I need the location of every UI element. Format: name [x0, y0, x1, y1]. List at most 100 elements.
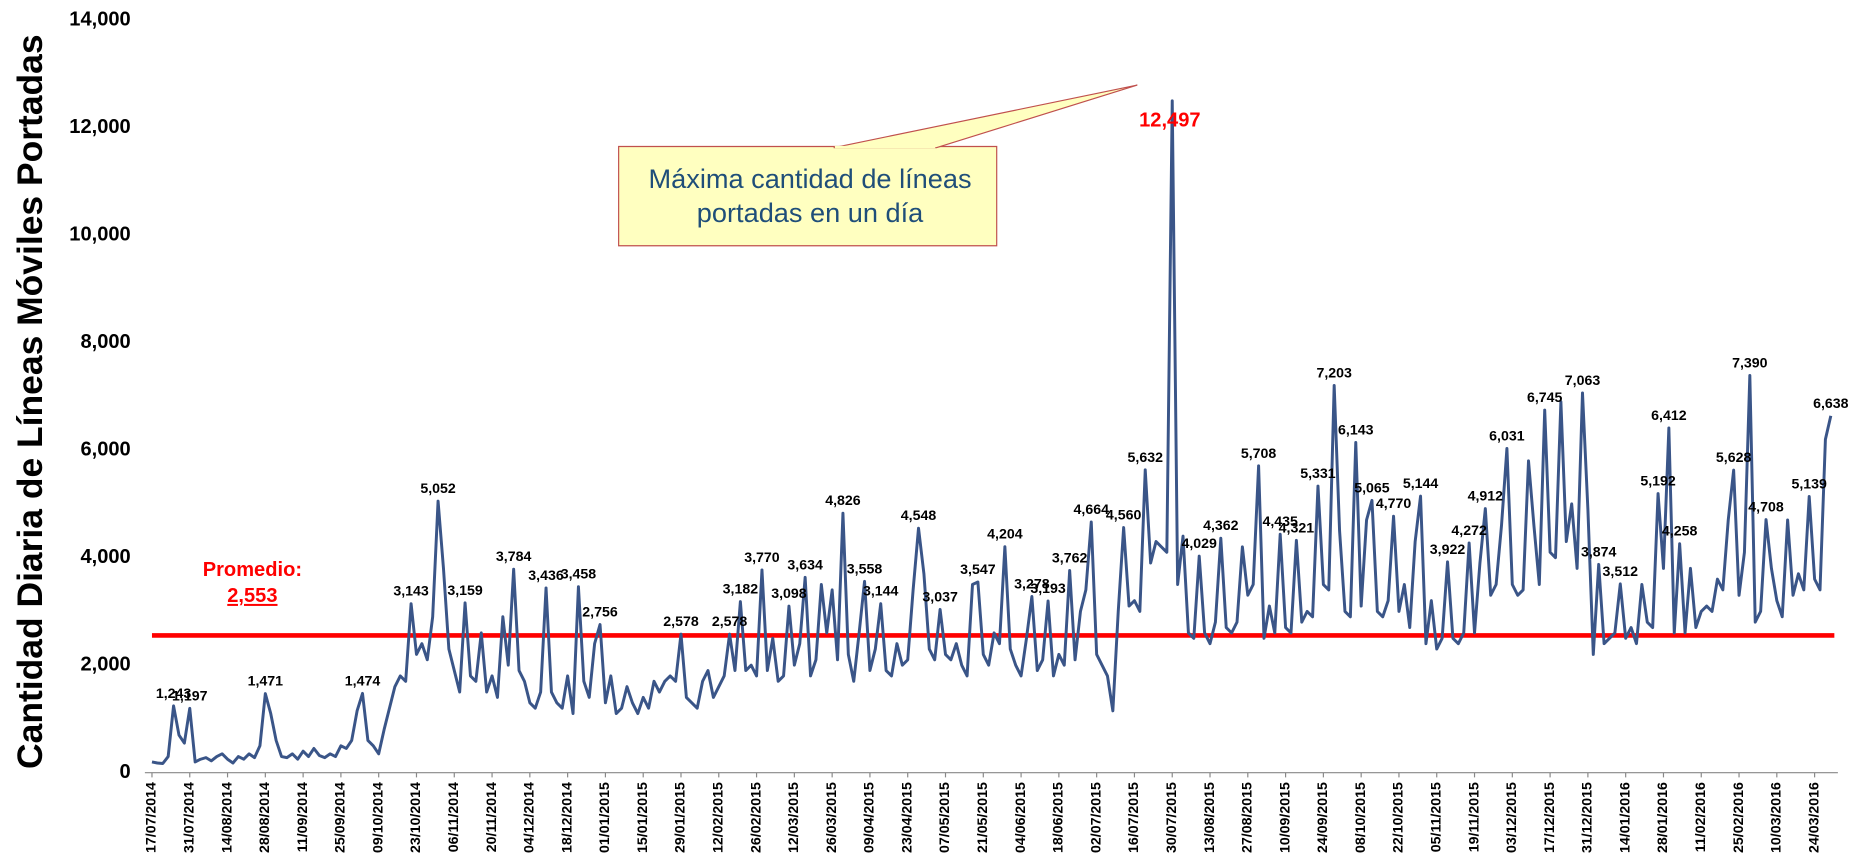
callout-box	[618, 145, 998, 247]
y-tick-label: 8,000	[80, 331, 130, 353]
value-label: 4,664	[1074, 502, 1110, 518]
value-label: 3,278	[1014, 576, 1050, 592]
y-tick-label: 10,000	[69, 223, 130, 245]
x-tick-label: 19/11/2015	[1466, 782, 1482, 852]
x-tick-label: 25/09/2014	[333, 782, 349, 853]
x-tick-label: 29/01/2015	[673, 782, 689, 853]
value-label: 4,912	[1468, 489, 1504, 505]
x-tick-label: 09/10/2014	[370, 782, 386, 853]
value-label: 4,321	[1279, 520, 1315, 536]
value-label: 3,922	[1430, 542, 1466, 558]
x-tick-label: 06/11/2014	[446, 782, 462, 852]
value-label: 1,197	[172, 688, 208, 704]
x-tick-label: 04/12/2014	[522, 782, 538, 853]
value-label: 7,203	[1316, 365, 1352, 381]
value-label: 2,756	[582, 604, 618, 620]
value-label: 5,708	[1241, 446, 1277, 462]
x-tick-label: 08/10/2015	[1353, 782, 1369, 853]
value-label: 6,638	[1813, 396, 1849, 412]
x-tick-label: 02/07/2015	[1088, 782, 1104, 853]
x-tick-label: 17/07/2014	[144, 782, 160, 853]
value-label: 1,243	[156, 686, 192, 702]
y-tick-label: 0	[120, 761, 131, 783]
value-label: 5,331	[1300, 466, 1336, 482]
x-tick-label: 11/09/2014	[295, 782, 311, 852]
x-tick-label: 15/01/2015	[635, 782, 651, 853]
value-label: 7,390	[1732, 355, 1768, 371]
value-label: 4,826	[825, 493, 861, 509]
average-title: Promedio:	[203, 559, 302, 581]
callout: Máxima cantidad de líneas portadas en un…	[618, 84, 1138, 247]
x-tick-label: 26/03/2015	[824, 782, 840, 853]
value-label: 5,628	[1716, 450, 1752, 466]
callout-pointer	[833, 84, 1138, 149]
value-label: 4,560	[1106, 507, 1142, 523]
value-label: 5,632	[1128, 450, 1164, 466]
x-tick-label: 20/11/2014	[484, 782, 500, 852]
x-tick-label: 09/04/2015	[862, 782, 878, 853]
data-line	[151, 99, 1833, 765]
value-label: 3,634	[787, 557, 823, 573]
value-label: 4,708	[1748, 500, 1784, 516]
x-tick-label: 17/12/2015	[1542, 782, 1558, 853]
x-tick-label: 18/06/2015	[1051, 782, 1067, 853]
average-label: 2,553	[227, 585, 277, 607]
x-tick-label: 07/05/2015	[937, 782, 953, 853]
value-label: 3,098	[771, 586, 807, 602]
x-tick-label: 04/06/2015	[1013, 782, 1029, 853]
value-label: 3,159	[447, 583, 483, 599]
value-label: 1,474	[345, 673, 381, 689]
x-tick-label: 27/08/2015	[1240, 782, 1256, 853]
value-label: 6,412	[1651, 408, 1687, 424]
x-tick-label: 26/02/2015	[748, 782, 764, 853]
x-tick-label: 03/12/2015	[1504, 782, 1520, 853]
x-tick-label: 28/01/2016	[1655, 782, 1671, 853]
value-label: 3,143	[393, 584, 429, 600]
x-tick-label: 18/12/2014	[559, 782, 575, 853]
y-tick-label: 14,000	[69, 8, 130, 30]
y-axis-title: Cantidad Diaria de Líneas Móviles Portad…	[10, 34, 50, 769]
value-label: 5,065	[1354, 480, 1390, 496]
x-tick-label: 16/07/2015	[1126, 782, 1142, 853]
value-label: 1,471	[248, 674, 284, 690]
x-tick-label: 31/12/2015	[1580, 782, 1596, 853]
x-tick-label: 28/08/2014	[257, 782, 273, 853]
value-label: 4,272	[1451, 523, 1487, 539]
value-label: 2,578	[712, 614, 748, 630]
value-label: 5,192	[1640, 474, 1676, 490]
callout-text: portadas en un día	[697, 197, 924, 228]
x-tick-label: 23/04/2015	[899, 782, 915, 853]
value-label: 4,770	[1376, 496, 1412, 512]
x-tick-label: 01/01/2015	[597, 782, 613, 853]
value-label: 6,143	[1338, 422, 1374, 438]
value-label: 3,182	[723, 582, 759, 598]
value-label: 5,139	[1791, 476, 1827, 492]
y-tick-label: 6,000	[80, 438, 130, 460]
x-tick-label: 12/02/2015	[711, 782, 727, 853]
callout-text: Máxima cantidad de líneas	[649, 163, 972, 194]
max-value-label: 12,497	[1139, 109, 1200, 131]
value-label: 4,204	[987, 527, 1023, 543]
x-tick-label: 10/09/2015	[1277, 782, 1293, 853]
y-tick-label: 2,000	[80, 653, 130, 675]
x-tick-label: 21/05/2015	[975, 782, 991, 853]
value-label: 5,144	[1403, 476, 1439, 492]
x-tick-label: 30/07/2015	[1164, 782, 1180, 853]
value-label: 3,874	[1581, 544, 1617, 560]
x-tick-label: 24/03/2016	[1806, 782, 1822, 853]
value-label: 3,144	[863, 584, 899, 600]
value-label: 3,037	[922, 589, 958, 605]
x-tick-label: 10/03/2016	[1769, 782, 1785, 853]
y-tick-label: 12,000	[69, 116, 130, 138]
value-label: 4,362	[1203, 518, 1239, 534]
x-tick-label: 13/08/2015	[1202, 782, 1218, 853]
x-tick-label: 05/11/2015	[1428, 782, 1444, 852]
x-tick-label: 23/10/2014	[408, 782, 424, 853]
x-tick-label: 31/07/2014	[182, 782, 198, 853]
value-label: 2,578	[663, 614, 699, 630]
value-label: 3,558	[847, 561, 883, 577]
value-label: 3,547	[960, 562, 996, 578]
value-label: 5,052	[420, 481, 456, 497]
